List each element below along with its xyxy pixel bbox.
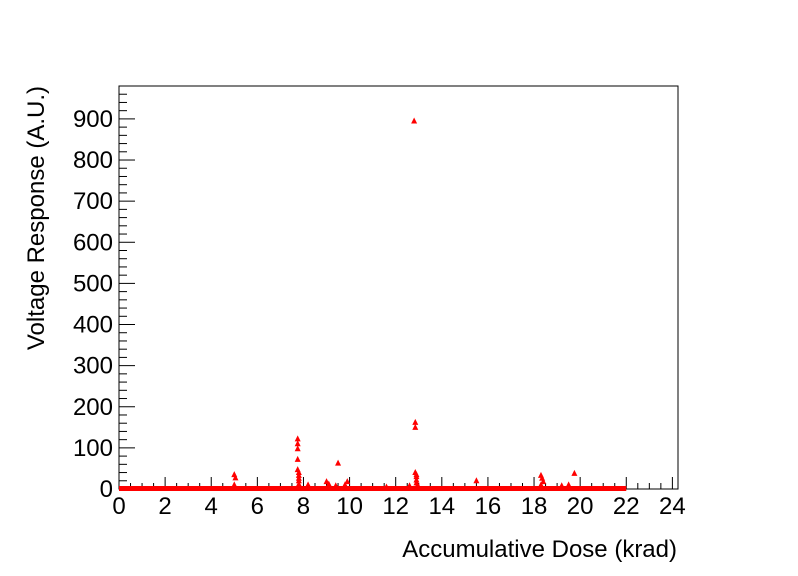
data-point bbox=[344, 478, 351, 485]
data-point bbox=[383, 483, 390, 490]
x-tick-label: 10 bbox=[336, 493, 363, 520]
x-tick-label: 6 bbox=[251, 493, 264, 520]
data-point bbox=[231, 471, 238, 478]
x-tick-label: 14 bbox=[428, 493, 455, 520]
data-point bbox=[341, 481, 348, 488]
y-tick-label: 900 bbox=[73, 106, 113, 133]
data-point bbox=[294, 440, 301, 447]
data-point bbox=[294, 435, 301, 442]
x-tick-label: 16 bbox=[475, 493, 502, 520]
y-tick-label: 500 bbox=[73, 270, 113, 297]
data-point bbox=[232, 474, 239, 481]
data-point bbox=[294, 455, 301, 462]
data-point bbox=[412, 423, 419, 430]
data-points bbox=[119, 117, 627, 491]
x-axis-title: Accumulative Dose (krad) bbox=[402, 536, 677, 563]
y-tick-label: 100 bbox=[73, 435, 113, 462]
x-tick-label: 20 bbox=[567, 493, 594, 520]
plot-frame bbox=[118, 85, 679, 490]
data-point bbox=[414, 481, 421, 488]
data-point bbox=[231, 481, 238, 488]
data-point bbox=[305, 483, 312, 490]
data-point bbox=[332, 482, 339, 489]
x-tick-label: 12 bbox=[382, 493, 409, 520]
x-tick-label: 2 bbox=[158, 493, 171, 520]
x-tick-label: 4 bbox=[205, 493, 218, 520]
y-tick-label: 400 bbox=[73, 312, 113, 339]
x-axis: 0 2 4 6 8 10 12 14 16 18 20 22 24 bbox=[112, 477, 686, 520]
data-point bbox=[411, 117, 418, 124]
data-point bbox=[295, 477, 302, 484]
x-tick-label: 8 bbox=[297, 493, 310, 520]
y-axis: 0 100 200 300 400 500 600 700 800 900 bbox=[73, 85, 135, 503]
data-point bbox=[325, 480, 332, 487]
data-point bbox=[412, 418, 419, 425]
y-tick-label: 800 bbox=[73, 147, 113, 174]
data-point bbox=[540, 478, 547, 485]
x-tick-label: 18 bbox=[521, 493, 548, 520]
data-point bbox=[565, 481, 572, 488]
data-point bbox=[295, 480, 302, 487]
x-tick-label: 24 bbox=[659, 493, 686, 520]
y-tick-label: 300 bbox=[73, 353, 113, 380]
data-point bbox=[413, 473, 420, 480]
data-point bbox=[406, 482, 413, 489]
data-point bbox=[473, 477, 480, 484]
y-tick-label: 200 bbox=[73, 394, 113, 421]
data-point bbox=[558, 482, 565, 489]
x-tick-label: 0 bbox=[112, 493, 125, 520]
x-tick-label: 22 bbox=[613, 493, 640, 520]
data-point bbox=[571, 469, 578, 476]
y-axis-title: Voltage Response (A.U.) bbox=[23, 86, 50, 350]
data-point bbox=[335, 459, 342, 466]
y-tick-label: 700 bbox=[73, 188, 113, 215]
data-point bbox=[294, 445, 301, 452]
y-tick-label: 0 bbox=[100, 476, 113, 503]
data-point bbox=[537, 481, 544, 488]
y-tick-label: 600 bbox=[73, 229, 113, 256]
